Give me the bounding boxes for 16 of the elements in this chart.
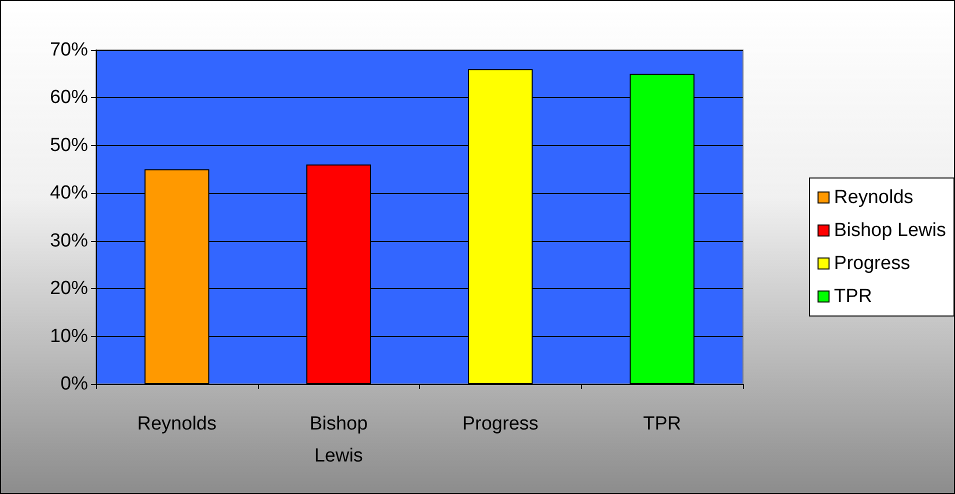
legend-label: Bishop Lewis [834,220,946,241]
legend-label: Reynolds [834,187,914,208]
y-tick-label: 0% [60,374,88,394]
legend-label: TPR [834,286,872,307]
y-tick-label: 30% [50,230,88,252]
x-tick-label: Bishop Lewis [310,414,368,466]
y-tick-label: 10% [50,326,88,347]
x-tick-label: TPR [643,414,682,434]
y-tick-label: 70% [50,40,88,60]
x-tick-label: Progress [462,414,538,434]
legend-label: Progress [834,253,910,274]
x-tick-label: Reynolds [137,414,216,434]
y-tick-label: 60% [50,87,88,108]
y-tick-label: 40% [50,182,88,204]
y-tick-label: 20% [50,278,88,300]
y-tick-label: 50% [50,134,88,156]
